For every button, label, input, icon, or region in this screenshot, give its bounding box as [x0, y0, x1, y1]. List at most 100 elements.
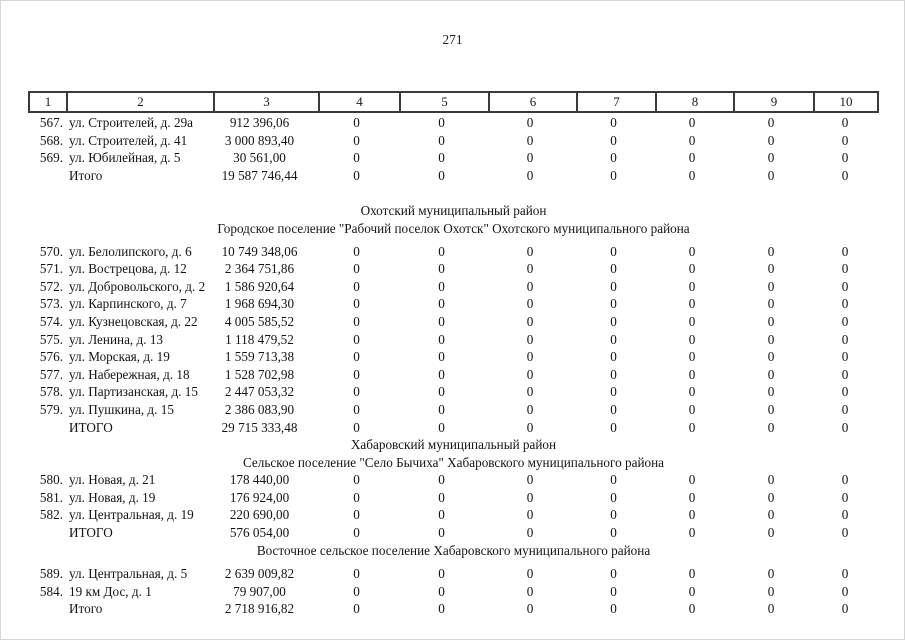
page-number: 271 — [442, 32, 463, 47]
zero-cell: 0 — [610, 167, 617, 183]
zero-cell: 0 — [767, 384, 775, 400]
zero-cell: 0 — [841, 243, 849, 259]
zero-cell: 0 — [610, 366, 617, 382]
column-header-8: 8 — [655, 93, 733, 111]
zero-cell: 0 — [688, 601, 696, 617]
row-number: 577. — [39, 366, 63, 382]
zero-cell: 0 — [688, 401, 696, 417]
zero-cell: 0 — [841, 472, 849, 488]
zero-cell: 0 — [688, 349, 696, 365]
zero-cell: 0 — [438, 384, 445, 400]
table-row: 581. ул. Новая, д. 19 176 924,00 0 0 0 0 0 0 0 — [28, 489, 879, 507]
zero-cell: 0 — [841, 115, 849, 130]
amount-cell: 2 386 083,90 — [224, 401, 295, 417]
column-header-2: 2 — [66, 93, 213, 111]
zero-cell: 0 — [688, 261, 696, 277]
row-number: 567. — [39, 115, 63, 130]
address-cell: Итого — [69, 601, 103, 617]
zero-cell: 0 — [353, 472, 360, 488]
row-number — [28, 167, 64, 185]
zero-cell: 0 — [841, 566, 849, 582]
zero-cell: 0 — [610, 419, 617, 435]
zero-cell: 0 — [526, 525, 534, 541]
amount-cell: 220 690,00 — [229, 507, 290, 523]
zero-cell: 0 — [438, 132, 445, 148]
zero-cell: 0 — [688, 366, 696, 382]
zero-cell: 0 — [353, 296, 360, 312]
zero-cell: 0 — [767, 132, 775, 148]
zero-cell: 0 — [610, 150, 617, 166]
zero-cell: 0 — [526, 419, 534, 435]
zero-cell: 0 — [353, 366, 360, 382]
section-title: Хабаровский муниципальный район — [350, 437, 557, 453]
zero-cell: 0 — [767, 296, 775, 312]
amount-cell: 576 054,00 — [229, 525, 290, 541]
row-number: 569. — [39, 150, 63, 166]
row-number: 580. — [39, 472, 63, 488]
row-number: 582. — [39, 507, 63, 523]
zero-cell: 0 — [438, 566, 445, 582]
table-row: 575. ул. Ленина, д. 13 1 118 479,52 0 0 0 0 0 0 0 — [28, 331, 879, 349]
zero-cell: 0 — [841, 489, 849, 505]
zero-cell: 0 — [688, 278, 696, 294]
table-row: 582. ул. Центральная, д. 19 220 690,00 0 0 0 0… — [28, 506, 879, 524]
zero-cell: 0 — [526, 243, 534, 259]
zero-cell: 0 — [353, 349, 360, 365]
table-row: Итого 2 718 916,82 0 0 0 0 0 0 0 — [28, 600, 879, 618]
table-row: 569. ул. Юбилейная, д. 5 30 561,00 0 0 0 0 0 0 0 — [28, 149, 879, 167]
zero-cell: 0 — [526, 583, 534, 599]
zero-cell: 0 — [526, 601, 534, 617]
address-cell: ул. Морская, д. 19 — [69, 349, 170, 365]
row-number — [28, 524, 64, 542]
zero-cell: 0 — [841, 167, 849, 183]
blank-line — [28, 184, 879, 202]
zero-cell: 0 — [841, 384, 849, 400]
zero-cell: 0 — [767, 115, 775, 130]
table-row: 580. ул. Новая, д. 21 178 440,00 0 0 0 0 0 0 0 — [28, 471, 879, 489]
zero-cell: 0 — [841, 349, 849, 365]
table-row: 584. 19 км Дос, д. 1 79 907,00 0 0 0 0 0 0 0 — [28, 583, 879, 601]
zero-cell: 0 — [841, 366, 849, 382]
zero-cell: 0 — [767, 507, 775, 523]
zero-cell: 0 — [353, 278, 360, 294]
amount-cell: 19 587 746,44 — [221, 167, 298, 183]
zero-cell: 0 — [353, 583, 360, 599]
zero-cell: 0 — [688, 150, 696, 166]
table-row: 589. ул. Центральная, д. 5 2 639 009,82 0 0 0… — [28, 565, 879, 583]
amount-cell: 2 364 751,86 — [224, 261, 295, 277]
address-cell: ИТОГО — [69, 525, 113, 541]
row-number: 589. — [39, 566, 63, 582]
table-row: 578. ул. Партизанская, д. 15 2 447 053,32 0… — [28, 383, 879, 401]
address-cell: ул. Белолипского, д. 6 — [69, 243, 192, 259]
table-row: 576. ул. Морская, д. 19 1 559 713,38 0 0 0 0 0 0… — [28, 348, 879, 366]
address-cell: ул. Ленина, д. 13 — [69, 331, 164, 347]
zero-cell: 0 — [841, 601, 849, 617]
zero-cell: 0 — [610, 583, 617, 599]
row-number: 584. — [39, 583, 63, 599]
zero-cell: 0 — [526, 150, 534, 166]
zero-cell: 0 — [526, 278, 534, 294]
table-row: 571. ул. Вострецова, д. 12 2 364 751,86 0 0 0… — [28, 260, 879, 278]
zero-cell: 0 — [353, 261, 360, 277]
amount-cell: 2 718 916,82 — [224, 601, 295, 617]
section-title: Охотский муниципальный район — [360, 203, 547, 219]
zero-cell: 0 — [438, 507, 445, 523]
column-header-1: 1 — [44, 94, 52, 109]
address-cell: ул. Юбилейная, д. 5 — [69, 150, 181, 166]
zero-cell: 0 — [610, 243, 617, 259]
zero-cell: 0 — [438, 331, 445, 347]
zero-cell: 0 — [353, 313, 360, 329]
zero-cell: 0 — [688, 167, 696, 183]
zero-cell: 0 — [353, 167, 360, 183]
zero-cell: 0 — [610, 384, 617, 400]
zero-cell: 0 — [438, 583, 445, 599]
zero-cell: 0 — [841, 507, 849, 523]
zero-cell: 0 — [438, 243, 445, 259]
table-row: 579. ул. Пушкина, д. 15 2 386 083,90 0 0 0 0 0 0… — [28, 401, 879, 419]
zero-cell: 0 — [610, 278, 617, 294]
amount-cell: 1 528 702,98 — [224, 366, 295, 382]
zero-cell: 0 — [353, 384, 360, 400]
address-cell: ул. Добровольского, д. 2 — [69, 278, 206, 294]
row-number: 568. — [39, 132, 63, 148]
zero-cell: 0 — [438, 472, 445, 488]
